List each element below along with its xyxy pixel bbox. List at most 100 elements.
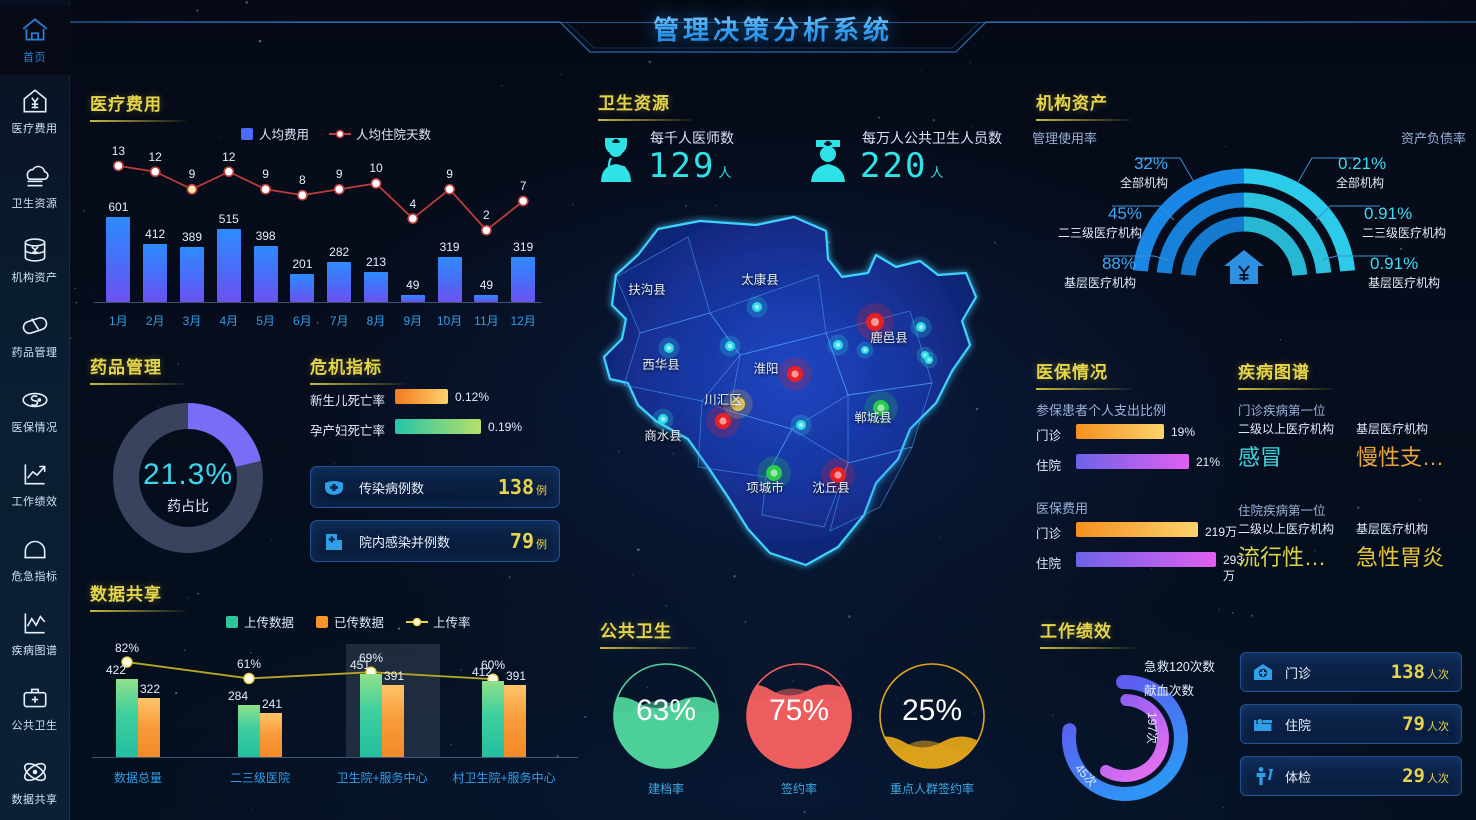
disease-col-value: 慢性支…: [1356, 445, 1445, 470]
x-axis-label: 11月: [474, 314, 499, 328]
sidebar-item-data-share[interactable]: 数据共享: [0, 745, 70, 820]
medical-cost-chart: 人均费用 人均住院天数 601 1月 412 2月 389 3月 515 4月 398 5月 201 6月…: [86, 127, 556, 335]
bar-upload-value: 284: [227, 688, 249, 703]
sidebar-item-label: 机构资产: [11, 272, 58, 285]
insurance-bar-fill: [1076, 454, 1189, 469]
section-title-text: 卫生资源: [598, 94, 670, 113]
line-value: 60%: [480, 658, 506, 673]
title-underline: [1040, 647, 1136, 649]
disease-atlas: 门诊疾病第一位 二级以上医疗机构 感冒 基层医疗机构 慢性支… 住院疾病第一位 二级以上医疗…: [1238, 400, 1476, 595]
sidebar-item-work-performance[interactable]: 工作绩效: [0, 447, 70, 522]
kpi-card[interactable]: 门诊 138 人次: [1240, 652, 1462, 692]
work-perf-svg: [1061, 674, 1188, 801]
assets-left-value: 32%: [1133, 154, 1168, 173]
assets-left-value: 88%: [1101, 254, 1136, 273]
bar-upload: [238, 704, 260, 757]
crisis-card-value-box: 138 例: [498, 475, 547, 499]
map-region-label[interactable]: 鹿邑县: [870, 331, 908, 345]
insurance-bar-label: 门诊: [1036, 527, 1062, 541]
section-title-text: 危机指标: [310, 358, 382, 377]
line-value: 9: [446, 167, 453, 182]
bar-value: 601: [108, 200, 129, 214]
x-axis-label: 二三级医院: [229, 771, 290, 785]
bar-value: 49: [479, 278, 494, 293]
bar-uploaded: [382, 685, 404, 757]
crisis-card[interactable]: 传染病例数 138 例: [310, 466, 560, 508]
kpi-card[interactable]: 住院 79 人次: [1240, 704, 1462, 744]
line-value: 69%: [358, 651, 384, 666]
bar-value: 389: [181, 229, 203, 244]
sidebar-item-label: 危急指标: [11, 570, 58, 583]
bar: [180, 246, 204, 302]
bar: [253, 245, 278, 302]
bar: [437, 256, 462, 302]
sidebar-item-insurance[interactable]: 医保情况: [0, 373, 70, 448]
map-svg[interactable]: [580, 215, 1010, 605]
sidebar-item-medical-cost[interactable]: 医疗费用: [0, 75, 70, 150]
sidebar-item-label: 首页: [23, 51, 46, 64]
cloud-layers-icon: [26, 165, 49, 187]
health-resource-unit: 人: [930, 165, 944, 180]
doctor-icon: [601, 138, 631, 182]
line-value: 82%: [114, 641, 140, 656]
bar-value: 201: [292, 256, 313, 271]
section-title-crisis: 危机指标: [310, 353, 406, 385]
sidebar-item-institution-assets[interactable]: 机构资产: [0, 224, 70, 299]
sidebar-item-label: 数据共享: [11, 794, 58, 807]
crisis-card[interactable]: 院内感染并例数 79 例: [310, 520, 560, 562]
map-region-label[interactable]: 淮阳: [753, 362, 779, 376]
line-value: 8: [299, 173, 306, 188]
bar-uploaded-value: 391: [506, 669, 527, 684]
header-frame-decoration: [70, 21, 1476, 53]
bar: [327, 262, 352, 302]
section-title-drug-mgmt: 药品管理: [90, 353, 186, 385]
map-region-label[interactable]: 川汇区: [704, 393, 742, 407]
section-title-text: 医保情况: [1036, 363, 1108, 382]
insurance-bar-value: 293万: [1223, 553, 1244, 583]
sidebar-item-drug-mgmt[interactable]: 药品管理: [0, 298, 70, 373]
gauge-value: 75%: [768, 694, 830, 727]
health-resource-value-box: 129 人: [648, 146, 731, 186]
map-region-label[interactable]: 太康县: [741, 273, 779, 287]
bar-uploaded: [138, 697, 160, 757]
legend-line-marker: [329, 129, 352, 138]
crisis-card-label: 传染病例数: [359, 480, 425, 496]
bar-uploaded: [260, 712, 282, 757]
disease-col-sub: 二级以上医疗机构: [1238, 422, 1335, 436]
map-region-label[interactable]: 项城市: [746, 481, 784, 495]
kpi-card[interactable]: 体检 29 人次: [1240, 756, 1462, 796]
health-resource-value: 220: [860, 146, 928, 186]
bar-uploaded-value: 322: [140, 681, 161, 696]
kpi-value: 138: [1390, 661, 1425, 683]
insurance-bar-value: 21%: [1196, 455, 1221, 469]
sidebar-item-home[interactable]: 首页: [0, 6, 70, 75]
section-title-insurance: 医保情况: [1036, 358, 1132, 390]
bed-icon: [1254, 719, 1272, 731]
section-title-text: 公共卫生: [600, 622, 672, 641]
bar-upload: [116, 679, 138, 757]
map-region-label[interactable]: 西华县: [642, 358, 680, 372]
line-value: 4: [409, 196, 417, 211]
map-region-label[interactable]: 沈丘县: [812, 481, 850, 495]
map-region-label[interactable]: 扶沟县: [628, 283, 666, 297]
sidebar-item-health-resource[interactable]: 卫生资源: [0, 149, 70, 224]
gauge-label: 重点人群签约率: [889, 782, 974, 796]
sidebar-item-disease-atlas[interactable]: 疾病图谱: [0, 596, 70, 671]
map-region-label[interactable]: 郸城县: [854, 411, 892, 425]
database-yuan-icon: [24, 238, 45, 263]
bar-upload: [360, 674, 382, 757]
crisis-bar-value: 0.12%: [455, 390, 490, 404]
bar-value: 213: [365, 254, 387, 269]
app-header: 管理决策分析系统: [70, 0, 1476, 62]
sidebar-item-public-health[interactable]: 公共卫生: [0, 671, 70, 746]
region-map[interactable]: 扶沟县 太康县西华县 淮阳 鹿邑县川汇区郸城县商水县项城市 沈丘县: [580, 215, 1010, 605]
map-region-label[interactable]: 商水县: [644, 429, 682, 443]
title-underline: [90, 120, 186, 122]
page-title: 管理决策分析系统: [653, 10, 893, 47]
kpi-value: 79: [1402, 713, 1425, 735]
sidebar-item-critical-index[interactable]: 危急指标: [0, 522, 70, 597]
assets-right-category: 全部机构: [1336, 176, 1385, 190]
home-icon: [22, 18, 47, 41]
public-health-gauges: 63% 建档率 75% 签约率 25% 重点人群签约率: [590, 660, 1000, 805]
insurance-bars: 参保患者个人支出比例 门诊 19% 住院 21% 医保费用 门诊 219万 住院 293万: [1036, 400, 1251, 583]
